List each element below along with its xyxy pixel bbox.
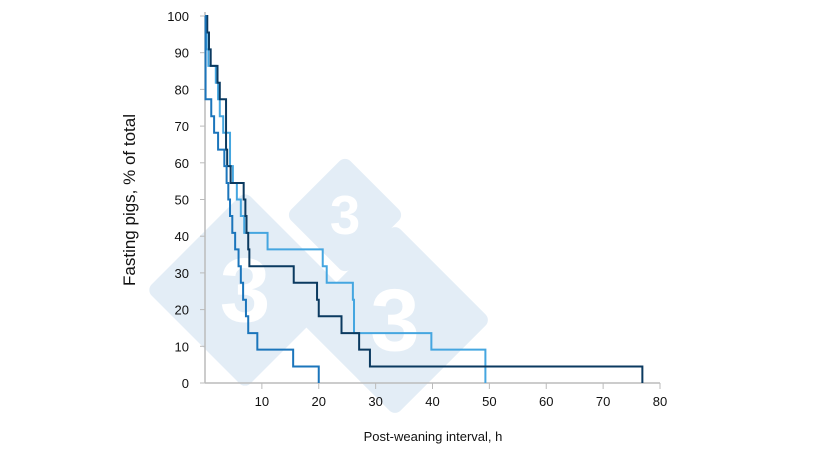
y-tick-label: 30	[175, 266, 189, 281]
y-tick-label: 80	[175, 82, 189, 97]
x-tick-label: 10	[255, 394, 269, 409]
x-tick-label: 30	[368, 394, 382, 409]
y-tick-label: 40	[175, 229, 189, 244]
watermark-diamond	[288, 158, 402, 272]
x-tick-label: 50	[482, 394, 496, 409]
y-tick-label: 10	[175, 339, 189, 354]
x-tick-label: 60	[539, 394, 553, 409]
watermark-glyph: 3	[220, 241, 271, 342]
watermark-diamond	[149, 194, 341, 386]
y-tick-label: 60	[175, 156, 189, 171]
x-tick-label: 40	[425, 394, 439, 409]
x-axis-title: Post-weaning interval, h	[364, 429, 503, 444]
series-line-2	[205, 15, 644, 383]
y-tick-label: 90	[175, 46, 189, 61]
y-tick-label: 20	[175, 303, 189, 318]
y-tick-label: 50	[175, 193, 189, 208]
watermark-glyph: 3	[330, 185, 360, 246]
series-line-3	[204, 15, 320, 383]
y-tick-label: 70	[175, 119, 189, 134]
axes: 0 10 20 30 40 50 60 70 80 90 100 10 20 30 40 50 60 70 80	[167, 9, 667, 409]
x-tick-label: 70	[596, 394, 610, 409]
series-line-1	[205, 15, 487, 383]
y-tick-label: 100	[167, 9, 189, 24]
watermark-logo: 333	[149, 158, 488, 413]
watermark-glyph: 3	[370, 271, 419, 370]
x-tick-label: 80	[653, 394, 667, 409]
y-axis-title: Fasting pigs, % of total	[120, 114, 139, 286]
x-tick-label: 20	[312, 394, 326, 409]
series-lines	[204, 15, 644, 383]
y-tick-label: 0	[182, 376, 189, 391]
